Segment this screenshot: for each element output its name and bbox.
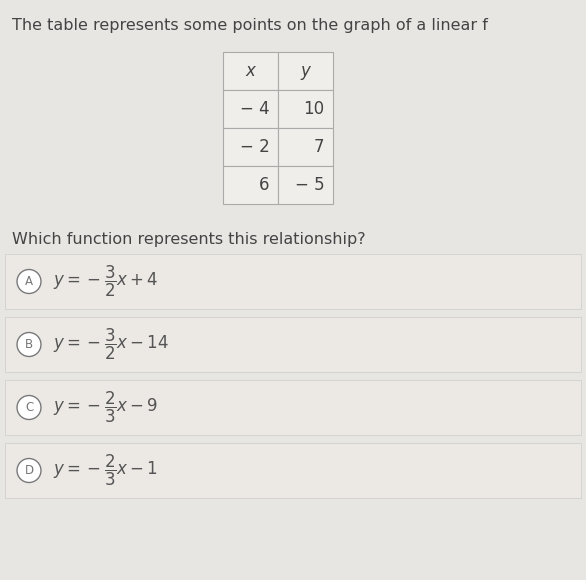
- Bar: [223, 166, 278, 204]
- Text: − 2: − 2: [240, 138, 270, 156]
- Text: 6: 6: [259, 176, 270, 194]
- Text: $y = -\dfrac{3}{2}x + 4$: $y = -\dfrac{3}{2}x + 4$: [53, 264, 159, 299]
- Text: $y = -\dfrac{3}{2}x - 14$: $y = -\dfrac{3}{2}x - 14$: [53, 327, 169, 362]
- Text: − 4: − 4: [240, 100, 270, 118]
- Bar: [278, 166, 333, 204]
- Bar: [278, 90, 333, 128]
- Bar: [5, 254, 581, 309]
- Text: C: C: [25, 401, 33, 414]
- Text: $y = -\dfrac{2}{3}x - 1$: $y = -\dfrac{2}{3}x - 1$: [53, 453, 158, 488]
- Text: 7: 7: [314, 138, 325, 156]
- Bar: [223, 90, 278, 128]
- Text: A: A: [25, 275, 33, 288]
- Text: The table represents some points on the graph of a linear f: The table represents some points on the …: [12, 18, 488, 33]
- Text: 10: 10: [304, 100, 325, 118]
- Bar: [5, 317, 581, 372]
- Circle shape: [17, 396, 41, 419]
- Circle shape: [17, 270, 41, 293]
- Text: D: D: [25, 464, 33, 477]
- Bar: [278, 128, 333, 166]
- Text: y: y: [300, 62, 310, 80]
- Text: $y = -\dfrac{2}{3}x - 9$: $y = -\dfrac{2}{3}x - 9$: [53, 390, 158, 425]
- Bar: [5, 443, 581, 498]
- Bar: [223, 128, 278, 166]
- Circle shape: [17, 332, 41, 357]
- Circle shape: [17, 459, 41, 483]
- Text: Which function represents this relationship?: Which function represents this relations…: [12, 232, 366, 247]
- Text: B: B: [25, 338, 33, 351]
- Bar: [278, 52, 333, 90]
- Bar: [223, 52, 278, 90]
- Bar: [5, 380, 581, 435]
- Text: − 5: − 5: [295, 176, 325, 194]
- Text: x: x: [246, 62, 255, 80]
